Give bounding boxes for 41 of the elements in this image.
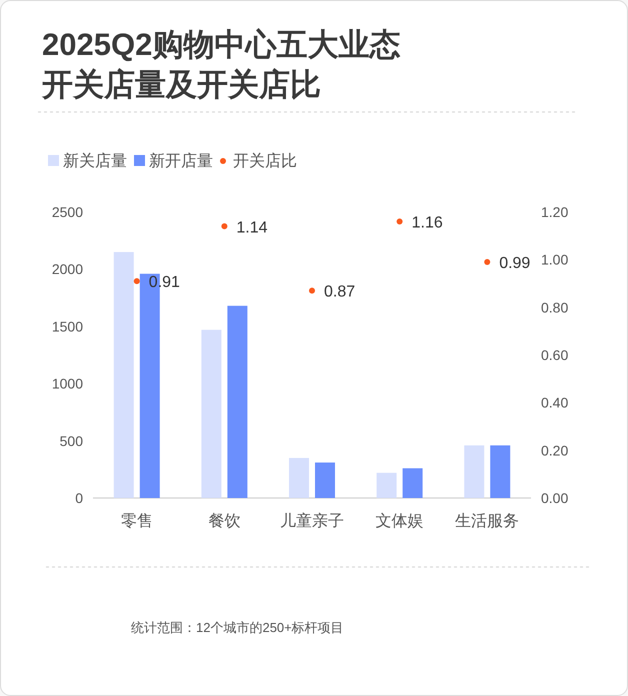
bar	[464, 445, 484, 498]
data-label: 0.87	[324, 284, 356, 301]
text: 统计范围：12个城市的250+标杆项目	[131, 620, 344, 635]
point	[134, 278, 140, 284]
bar	[490, 445, 510, 498]
y-tick-label: 0	[75, 490, 84, 506]
bar	[201, 330, 222, 498]
point	[396, 218, 403, 225]
point	[309, 288, 315, 294]
bar	[402, 468, 423, 498]
bar	[376, 472, 397, 498]
x-tick-label: 儿童亲子	[280, 512, 344, 530]
y-tick-label: 1000	[52, 376, 84, 392]
y-tick-label: 2000	[52, 261, 84, 278]
x-tick-label: 文体娱	[376, 512, 424, 530]
chart-title: 2025Q2购物中心五大业态开关店量及开关店比	[41, 27, 400, 102]
y2-tick-label: 0.20	[541, 442, 568, 458]
data-label: 1.14	[236, 219, 268, 236]
y2-tick-label: 0.60	[541, 347, 568, 363]
bar	[227, 306, 248, 498]
y-tick-label: 2500	[52, 204, 84, 220]
x-tick-label: 生活服务	[455, 512, 520, 530]
data-label: 1.16	[412, 214, 443, 232]
bar	[315, 462, 335, 498]
bar	[114, 252, 134, 498]
legend-label: 新关店量	[63, 152, 127, 170]
point	[221, 223, 228, 230]
y2-tick-label: 1.20	[541, 204, 568, 220]
legend-label: 新开店量	[149, 152, 213, 170]
x-tick-label: 餐饮	[208, 512, 240, 530]
data-label: 0.99	[499, 255, 530, 272]
x-tick-label: 零售	[120, 513, 153, 530]
y2-tick-label: 0.80	[541, 299, 568, 316]
y-tick-label: 1500	[52, 318, 84, 334]
bar	[289, 458, 309, 498]
y2-tick-label: 0.40	[541, 394, 568, 411]
y2-tick-label: 0.00	[541, 490, 568, 506]
point	[484, 259, 490, 266]
y2-tick-label: 1.00	[541, 252, 568, 268]
y-tick-label: 500	[60, 432, 84, 449]
legend-label: 开关店比	[233, 152, 297, 170]
